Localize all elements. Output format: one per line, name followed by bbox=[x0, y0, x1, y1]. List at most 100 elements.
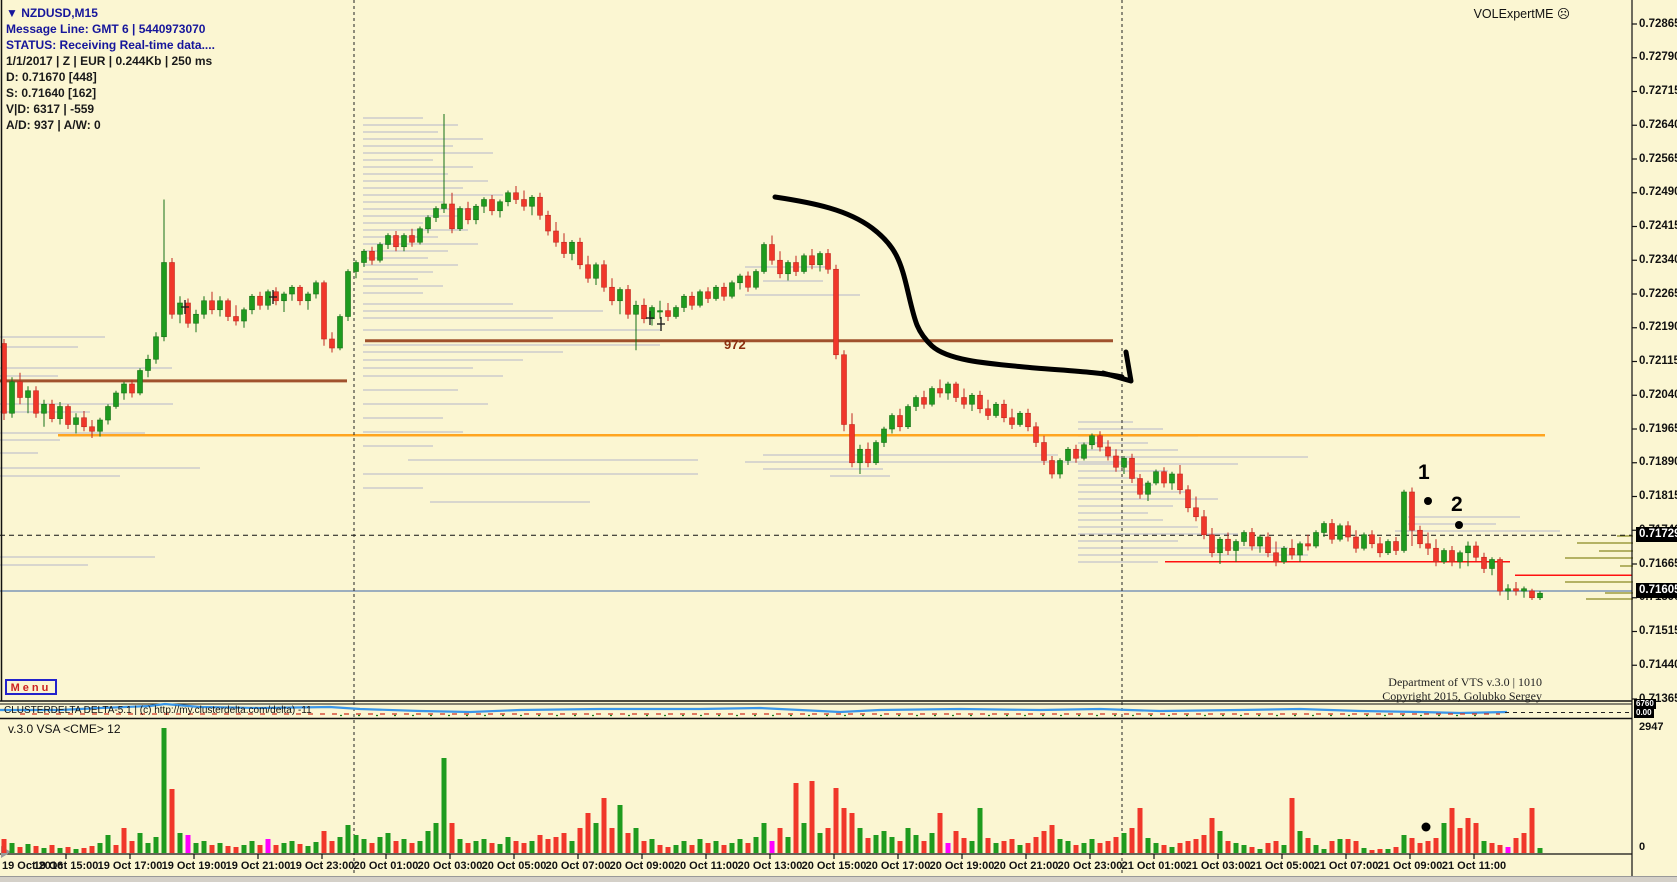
volume-bar[interactable] bbox=[1137, 808, 1143, 853]
candlestick[interactable] bbox=[321, 282, 327, 340]
volume-bar[interactable] bbox=[137, 833, 143, 853]
candlestick[interactable] bbox=[497, 201, 503, 212]
candlestick[interactable] bbox=[1257, 536, 1263, 547]
volume-bar[interactable] bbox=[1225, 841, 1231, 853]
volume-bar[interactable] bbox=[249, 841, 255, 853]
candlestick[interactable] bbox=[521, 199, 527, 207]
volume-bar[interactable] bbox=[1017, 845, 1023, 853]
candlestick[interactable] bbox=[1241, 532, 1247, 542]
candlestick[interactable] bbox=[329, 338, 335, 349]
volume-bar[interactable] bbox=[681, 841, 687, 853]
candlestick[interactable] bbox=[665, 310, 671, 317]
candlestick[interactable] bbox=[129, 383, 135, 394]
volume-bar[interactable] bbox=[153, 837, 159, 853]
volume-bar[interactable] bbox=[1209, 818, 1215, 853]
volume-bar[interactable] bbox=[505, 837, 511, 853]
volume-bar[interactable] bbox=[1041, 831, 1047, 853]
candlestick[interactable] bbox=[753, 271, 759, 288]
volume-bar[interactable] bbox=[633, 828, 639, 853]
volume-bar[interactable] bbox=[401, 839, 407, 853]
candlestick[interactable] bbox=[913, 397, 919, 407]
volume-bar[interactable] bbox=[185, 835, 191, 853]
candlestick[interactable] bbox=[1297, 543, 1303, 556]
candlestick[interactable] bbox=[601, 264, 607, 288]
volume-bar[interactable] bbox=[321, 831, 327, 853]
volume-bar[interactable] bbox=[617, 805, 623, 853]
volume-bar[interactable] bbox=[609, 828, 615, 853]
candlestick[interactable] bbox=[265, 291, 271, 306]
volume-bar[interactable] bbox=[193, 843, 199, 853]
candlestick[interactable] bbox=[1145, 482, 1151, 495]
candlestick[interactable] bbox=[145, 358, 151, 371]
volume-bar[interactable] bbox=[561, 833, 567, 853]
volume-bar[interactable] bbox=[57, 848, 63, 853]
volume-bar[interactable] bbox=[769, 841, 775, 853]
candlestick[interactable] bbox=[433, 208, 439, 218]
candlestick[interactable] bbox=[1409, 491, 1415, 531]
volume-bar[interactable] bbox=[1465, 818, 1471, 853]
volume-bar[interactable] bbox=[1009, 839, 1015, 853]
volume-bar[interactable] bbox=[201, 841, 207, 853]
volume-bar[interactable] bbox=[369, 843, 375, 853]
candlestick[interactable] bbox=[1129, 457, 1135, 479]
candlestick[interactable] bbox=[1425, 543, 1431, 549]
volume-bar[interactable] bbox=[1169, 847, 1175, 853]
volume-bar[interactable] bbox=[1113, 837, 1119, 853]
candlestick[interactable] bbox=[1281, 547, 1287, 563]
volume-bar[interactable] bbox=[1449, 808, 1455, 853]
volume-bar[interactable] bbox=[449, 823, 455, 853]
candlestick[interactable] bbox=[257, 295, 263, 306]
volume-bar[interactable] bbox=[1537, 848, 1543, 853]
candlestick[interactable] bbox=[1057, 460, 1063, 475]
volume-bar[interactable] bbox=[809, 781, 815, 853]
volume-bar[interactable] bbox=[297, 844, 303, 853]
candlestick[interactable] bbox=[49, 403, 55, 419]
volume-bar[interactable] bbox=[313, 842, 319, 853]
volume-bar[interactable] bbox=[1329, 841, 1335, 853]
candlestick[interactable] bbox=[113, 392, 119, 407]
volume-bar[interactable] bbox=[1481, 841, 1487, 853]
volume-bar[interactable] bbox=[513, 841, 519, 853]
volume-bar[interactable] bbox=[1105, 841, 1111, 853]
candlestick[interactable] bbox=[481, 199, 487, 207]
candlestick[interactable] bbox=[873, 442, 879, 464]
volume-bar[interactable] bbox=[345, 825, 351, 853]
volume-bar[interactable] bbox=[425, 831, 431, 853]
volume-bar[interactable] bbox=[1, 839, 7, 853]
volume-bar[interactable] bbox=[1281, 845, 1287, 853]
volume-bar[interactable] bbox=[97, 843, 103, 853]
candlestick[interactable] bbox=[801, 255, 807, 272]
candlestick[interactable] bbox=[1481, 556, 1487, 569]
candlestick[interactable] bbox=[617, 289, 623, 302]
symbol-title[interactable]: ▼ NZDUSD,M15 bbox=[6, 6, 98, 20]
volume-bar[interactable] bbox=[1513, 838, 1519, 853]
candlestick[interactable] bbox=[89, 426, 95, 432]
candlestick[interactable] bbox=[1097, 435, 1103, 448]
candlestick[interactable] bbox=[33, 390, 39, 414]
volume-bar[interactable] bbox=[713, 841, 719, 853]
candlestick[interactable] bbox=[1433, 547, 1439, 563]
volume-bar[interactable] bbox=[17, 847, 23, 853]
volume-bar[interactable] bbox=[1401, 835, 1407, 853]
volume-bar[interactable] bbox=[585, 813, 591, 853]
volume-bar[interactable] bbox=[1081, 843, 1087, 853]
candlestick[interactable] bbox=[809, 255, 815, 266]
volume-bar[interactable] bbox=[553, 837, 559, 853]
volume-bar[interactable] bbox=[665, 847, 671, 853]
candlestick[interactable] bbox=[57, 406, 63, 419]
candlestick[interactable] bbox=[561, 241, 567, 254]
volume-bar[interactable] bbox=[1417, 843, 1423, 853]
volume-bar[interactable] bbox=[601, 798, 607, 853]
candlestick[interactable] bbox=[1289, 547, 1295, 556]
candlestick[interactable] bbox=[177, 302, 183, 315]
candlestick[interactable] bbox=[209, 300, 215, 311]
candlestick[interactable] bbox=[657, 310, 663, 313]
volume-bar[interactable] bbox=[73, 849, 79, 853]
candlestick[interactable] bbox=[929, 388, 935, 405]
candlestick[interactable] bbox=[65, 406, 71, 425]
candlestick[interactable] bbox=[249, 295, 255, 311]
volume-bar[interactable] bbox=[1129, 828, 1135, 853]
candlestick[interactable] bbox=[1161, 471, 1167, 484]
volume-bar[interactable] bbox=[1425, 841, 1431, 853]
